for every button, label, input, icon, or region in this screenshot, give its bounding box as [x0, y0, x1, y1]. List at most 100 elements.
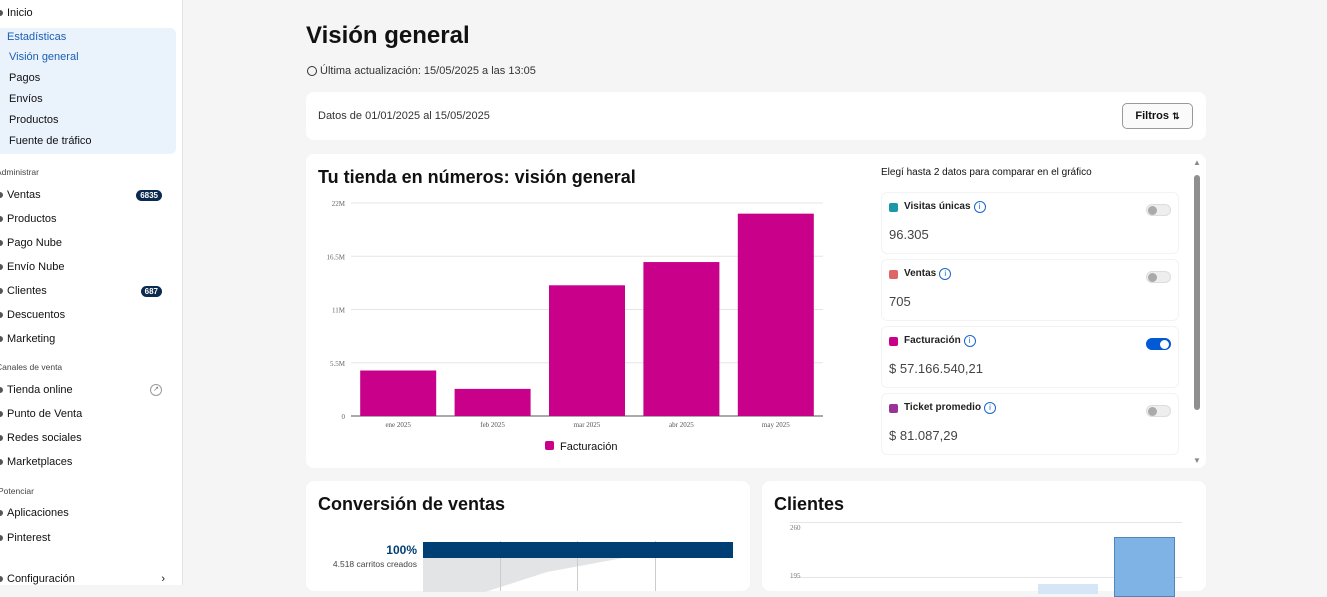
menu-icon	[0, 535, 3, 541]
x-tick-label: ene 2025	[385, 421, 411, 429]
menu-icon	[0, 435, 3, 441]
chevron-right-icon: ›	[161, 573, 165, 585]
sidebar-item[interactable]: Pago Nube	[0, 233, 175, 253]
home-icon	[0, 10, 3, 16]
count-badge: 687	[140, 285, 162, 297]
clientes-bar	[1114, 537, 1175, 597]
sidebar-subitem[interactable]: Envíos	[9, 93, 43, 105]
date-range: Datos de 01/01/2025 al 15/05/2025	[318, 110, 490, 122]
info-icon[interactable]: i	[963, 335, 976, 347]
funnel-bar-carts	[423, 542, 733, 558]
sidebar-subitem[interactable]: Fuente de tráfico	[9, 135, 92, 147]
menu-icon	[0, 192, 3, 198]
sidebar-item-configuracion[interactable]: Configuración ›	[0, 569, 175, 589]
menu-icon	[0, 336, 3, 342]
y-tick: 260	[790, 524, 801, 532]
menu-icon	[0, 240, 3, 246]
sidebar-item[interactable]: Marketing	[0, 329, 175, 349]
y-tick: 195	[790, 572, 801, 580]
sidebar-item[interactable]: Productos	[0, 209, 175, 229]
x-tick-label: feb 2025	[480, 421, 505, 429]
scrollbar-thumb[interactable]	[1194, 175, 1200, 410]
funnel-pct: 100%	[386, 543, 417, 557]
metric-toggle[interactable]	[1146, 338, 1171, 350]
overview-title: Tu tienda en números: visión general	[318, 167, 636, 187]
metric-toggle[interactable]	[1146, 271, 1171, 283]
sidebar-item[interactable]: Descuentos	[0, 305, 175, 325]
sidebar-item-inicio[interactable]: Inicio	[0, 3, 175, 23]
sidebar-item[interactable]: Punto de Venta	[0, 404, 175, 424]
metric-toggle[interactable]	[1146, 405, 1171, 417]
y-tick-label: 22M	[332, 200, 346, 208]
metric-card: Ticket promedio i $ 81.087,29	[881, 393, 1179, 455]
info-icon[interactable]: i	[939, 268, 952, 280]
menu-icon	[0, 216, 3, 222]
menu-icon	[0, 387, 3, 393]
sidebar-item[interactable]: Envío Nube	[0, 257, 175, 277]
metric-card: Ventas i 705	[881, 259, 1179, 321]
menu-icon	[0, 312, 3, 318]
menu-icon	[0, 411, 3, 417]
bar-may-2025	[737, 213, 814, 416]
sidebar-item[interactable]: Clientes 687	[0, 281, 175, 301]
color-swatch	[889, 337, 898, 346]
section-canales: Canales de venta	[0, 362, 63, 372]
sidebar-item[interactable]: Aplicaciones	[0, 503, 175, 523]
y-tick-label: 5.5M	[330, 360, 346, 368]
x-tick-label: abr 2025	[669, 421, 694, 429]
sidebar-item[interactable]: Tienda online ↗	[0, 380, 175, 400]
conversion-title: Conversión de ventas	[318, 494, 506, 514]
sliders-icon: ⇅	[1172, 110, 1180, 121]
bar-mar-2025	[549, 285, 625, 416]
menu-icon	[0, 264, 3, 270]
sidebar-subitem[interactable]: Visión general	[9, 51, 79, 63]
legend-label: Facturación	[560, 441, 617, 453]
sidebar-item[interactable]: Redes sociales	[0, 428, 175, 448]
metric-card: Visitas únicas i 96.305	[881, 192, 1179, 254]
bar-ene-2025	[360, 370, 437, 416]
legend-swatch	[545, 441, 554, 450]
info-icon[interactable]: i	[984, 402, 997, 414]
section-potenciar: Potenciar	[0, 486, 34, 496]
sidebar-item[interactable]: Pinterest	[0, 528, 175, 548]
x-tick-label: mar 2025	[574, 421, 601, 429]
metric-value: 705	[889, 294, 911, 309]
clock-icon	[307, 66, 317, 76]
y-tick-label: 0	[342, 413, 346, 421]
section-administrar: Administrar	[0, 167, 39, 177]
sidebar-item-estadisticas[interactable]: Estadísticas	[7, 31, 67, 43]
info-icon[interactable]: i	[973, 201, 986, 213]
estadisticas-group	[0, 28, 176, 154]
compare-hint: Elegí hasta 2 datos para comparar en el …	[881, 167, 1092, 178]
sidebar-subitem[interactable]: Pagos	[9, 72, 41, 84]
metric-value: $ 57.166.540,21	[889, 361, 983, 376]
gear-icon	[0, 576, 3, 582]
facturacion-chart: 0 5.5M 11M 16.5M 22M ene 2025 feb 2025 mar 2025…	[327, 200, 823, 453]
metric-label: Ticket promedio	[904, 402, 982, 413]
overview-card: Tu tienda en números: visión general 0 5.…	[306, 154, 1206, 468]
sidebar-item[interactable]: Marketplaces	[0, 452, 175, 472]
menu-icon	[0, 459, 3, 465]
color-swatch	[889, 203, 898, 212]
color-swatch	[889, 404, 898, 413]
page-title: Visión general	[306, 22, 470, 49]
last-updated: Última actualización: 15/05/2025 a las 1…	[307, 65, 536, 77]
count-badge: 6835	[136, 189, 162, 201]
x-tick-label: may 2025	[762, 421, 790, 429]
sidebar: Inicio Estadísticas Visión general Pagos…	[0, 0, 183, 585]
metric-value: $ 81.087,29	[889, 428, 958, 443]
external-link-icon[interactable]: ↗	[150, 384, 162, 396]
sidebar-item[interactable]: Ventas 6835	[0, 185, 175, 205]
scrollbar[interactable]: ▲ ▼	[1193, 158, 1201, 465]
metric-toggle[interactable]	[1146, 204, 1171, 216]
sidebar-subitem[interactable]: Productos	[9, 114, 59, 126]
metric-label: Ventas	[904, 268, 937, 279]
menu-icon	[0, 288, 3, 294]
funnel-label: 4.518 carritos creados	[332, 559, 417, 569]
metric-label: Visitas únicas	[904, 201, 971, 212]
y-tick-label: 16.5M	[327, 253, 346, 261]
color-swatch	[889, 270, 898, 279]
filters-button[interactable]: Filtros ⇅	[1122, 103, 1193, 129]
clientes-title: Clientes	[774, 494, 845, 514]
bar-feb-2025	[454, 388, 531, 416]
